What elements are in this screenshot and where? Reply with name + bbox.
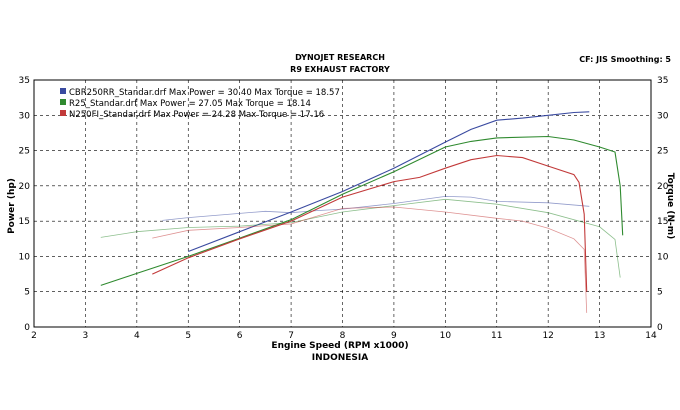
y2-tick-label: 5 xyxy=(657,288,663,298)
x-tick-label: 12 xyxy=(542,331,553,341)
y-tick-label: 20 xyxy=(19,182,31,192)
legend-entry-cbr250rr: CBR250RR_Standar.drf Max Power = 30.40 M… xyxy=(69,88,340,98)
y-tick-label: 15 xyxy=(19,217,30,227)
torque-line-cbr250rr xyxy=(162,195,590,221)
settings-label: CF: JIS Smoothing: 5 xyxy=(579,55,671,64)
y2-tick-label: 35 xyxy=(657,76,668,86)
x-tick-label: 2 xyxy=(31,331,37,341)
grid-lines xyxy=(34,80,651,327)
x-tick-label: 10 xyxy=(440,331,452,341)
legend: CBR250RR_Standar.drf Max Power = 30.40 M… xyxy=(60,88,340,120)
x-tick-label: 4 xyxy=(134,331,140,341)
y2-tick-label: 25 xyxy=(657,147,668,157)
chart-subtitle: R9 EXHAUST FACTORY xyxy=(290,65,390,74)
power-line-r25 xyxy=(100,135,624,286)
power-line-n250fi xyxy=(152,154,588,292)
torque-line-n250fi xyxy=(152,206,588,313)
x-tick-label: 13 xyxy=(594,331,605,341)
y2-tick-label: 30 xyxy=(657,111,669,121)
x-axis-label: Engine Speed (RPM x1000) xyxy=(271,341,408,351)
y2-tick-label: 10 xyxy=(657,252,669,262)
x-tick-label: 8 xyxy=(340,331,346,341)
legend-swatch-cbr250rr xyxy=(60,88,66,94)
y2-axis-label: Torque (N-m) xyxy=(665,173,675,240)
y2-tick-label: 15 xyxy=(657,217,668,227)
y-tick-label: 35 xyxy=(19,76,30,86)
chart-title: DYNOJET RESEARCH xyxy=(295,53,385,62)
y-tick-label: 5 xyxy=(24,288,30,298)
x-tick-label: 5 xyxy=(185,331,191,341)
footer-label: INDONESIA xyxy=(312,353,369,363)
y-tick-label: 30 xyxy=(19,111,31,121)
legend-swatch-r25 xyxy=(60,99,66,105)
y-tick-label: 0 xyxy=(24,323,30,333)
legend-entry-r25: R25_Standar.drf Max Power = 27.05 Max To… xyxy=(69,99,311,109)
legend-swatch-n250fi xyxy=(60,110,66,116)
x-tick-label: 6 xyxy=(237,331,243,341)
power-line-cbr250rr xyxy=(188,111,590,253)
y-axis-label: Power (hp) xyxy=(7,178,17,234)
series-lines xyxy=(100,111,624,313)
x-tick-label: 7 xyxy=(288,331,294,341)
y2-tick-label: 20 xyxy=(657,182,669,192)
legend-entry-n250fi: N250FI_Standar.drf Max Power = 24.28 Max… xyxy=(69,110,324,120)
x-tick-label: 11 xyxy=(491,331,502,341)
x-tick-label: 14 xyxy=(645,331,657,341)
plot-area xyxy=(33,79,652,328)
torque-line-r25 xyxy=(100,198,621,278)
x-tick-label: 3 xyxy=(83,331,89,341)
y-tick-label: 10 xyxy=(19,252,31,262)
x-tick-label: 9 xyxy=(391,331,397,341)
y2-tick-label: 0 xyxy=(657,323,663,333)
y-tick-label: 25 xyxy=(19,147,30,157)
